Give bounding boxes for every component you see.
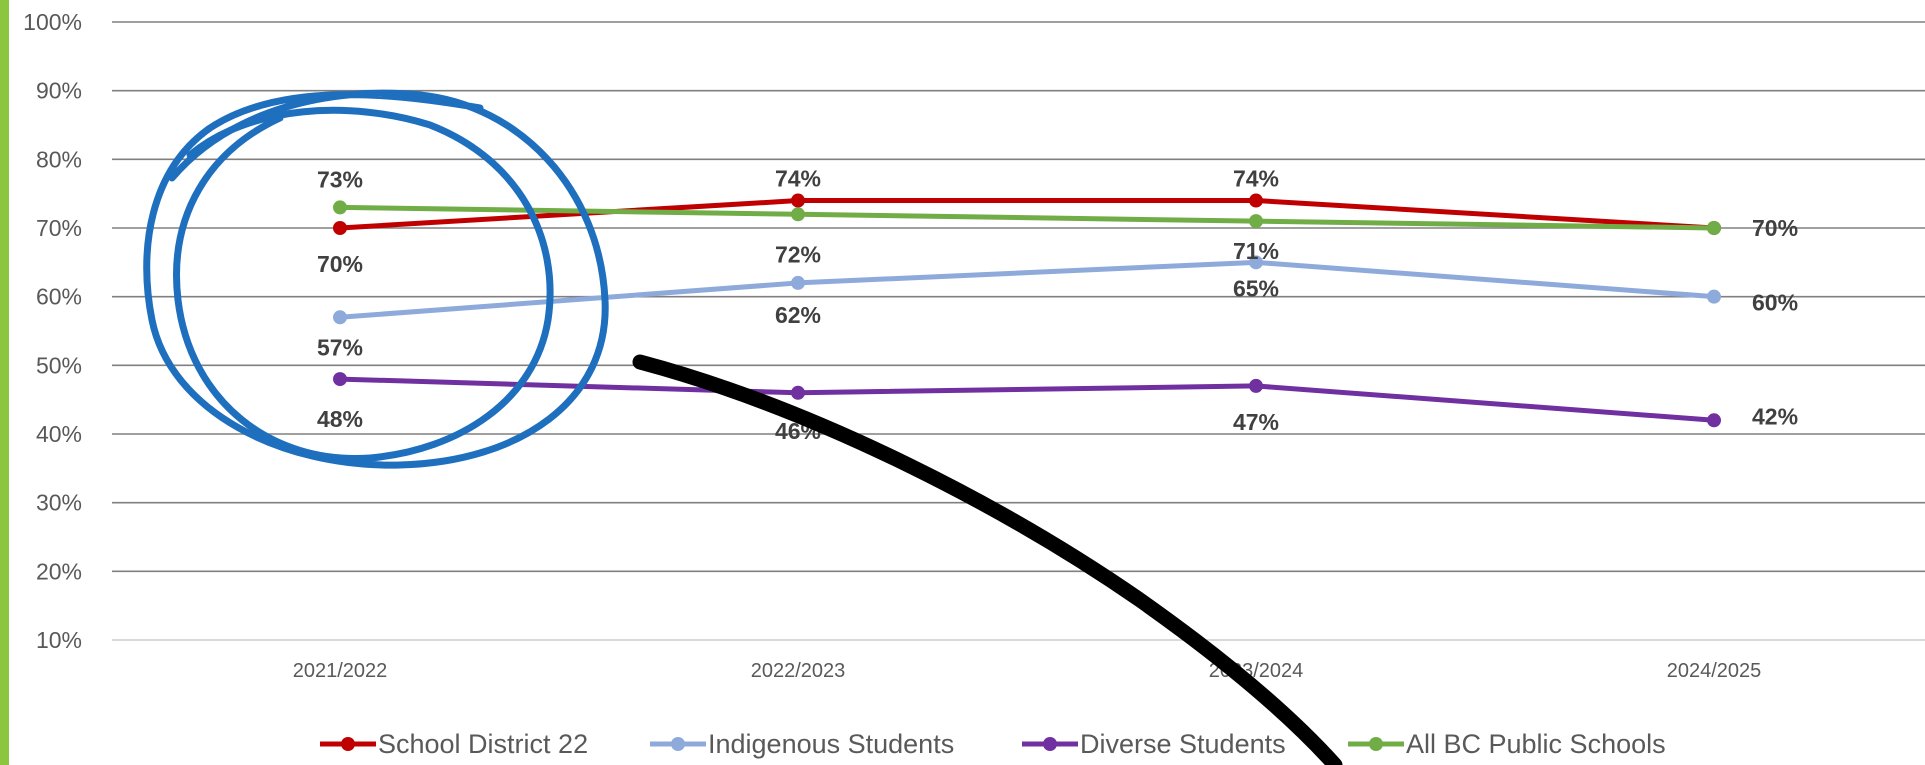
x-tick-label: 2021/2022 [293,660,388,682]
data-point [791,275,805,290]
black-curve-annotation [632,354,1343,765]
hand-drawn-annotations [143,89,1343,765]
series-line [337,198,1717,231]
data-label: 47% [1233,409,1279,435]
data-point [1249,255,1263,270]
data-point [333,200,347,215]
legend-swatch-marker [341,737,355,751]
legend-swatch-marker [1043,737,1057,751]
legend-swatch-marker [671,737,685,751]
series-line [337,204,1717,231]
data-point [333,310,347,325]
data-label: 74% [775,166,821,192]
legend: School District 22 Indigenous Students Div… [320,729,1666,759]
data-point [1249,193,1263,208]
data-point [791,207,805,222]
y-tick-label: 80% [36,146,82,172]
data-label: 57% [317,334,363,360]
y-tick-label: 30% [36,490,82,516]
x-axis-tick-labels: 2021/2022 2022/2023 2023/2024 2024/2025 [293,660,1762,682]
blue-circle-annotation-outer [143,89,609,469]
y-tick-label: 20% [36,558,82,584]
data-point [1249,214,1263,229]
legend-label: Indigenous Students [708,729,954,759]
y-tick-label: 50% [36,352,82,378]
series-line [337,259,1717,320]
y-tick-label: 40% [36,421,82,447]
legend-swatch-marker [1369,737,1383,751]
data-label: 60% [1752,290,1798,316]
gridlines [112,21,1925,641]
left-accent-bar [0,0,9,765]
data-label: 70% [317,251,363,277]
data-label: 62% [775,302,821,328]
y-tick-label: 70% [36,215,82,241]
legend-label: School District 22 [378,729,588,759]
data-label: 72% [775,241,821,267]
data-label: 71% [1233,238,1279,264]
data-label: 73% [317,166,363,192]
y-axis-tick-labels: 10% 20% 30% 40% 50% 60% 70% 80% 90% 100% [23,9,82,653]
data-label: 70% [1752,215,1798,241]
data-label: 74% [1233,166,1279,192]
data-point [333,221,347,235]
y-tick-label: 60% [36,284,82,310]
legend-label: All BC Public Schools [1406,729,1666,759]
y-tick-label: 100% [23,9,82,35]
data-point [333,372,347,387]
data-label: 42% [1752,403,1798,429]
y-tick-label: 90% [36,78,82,104]
legend-label: Diverse Students [1080,729,1286,759]
x-tick-label: 2024/2025 [1667,660,1762,682]
data-point [791,193,805,208]
data-point [1707,289,1721,304]
data-label: 48% [317,406,363,432]
blue-circle-annotation-inner [173,106,554,463]
series-lines [333,193,1721,428]
data-labels: 70%74% 74%57%62%65%60%48% 46% 47% 42%73%72% 7… [317,166,1798,444]
data-point [1249,378,1263,393]
data-point [1707,221,1721,235]
data-point [791,385,805,400]
y-tick-label: 10% [36,627,82,653]
series-line [337,376,1717,423]
data-point [1707,413,1721,428]
x-tick-label: 2022/2023 [751,660,846,682]
data-label: 65% [1233,275,1279,301]
